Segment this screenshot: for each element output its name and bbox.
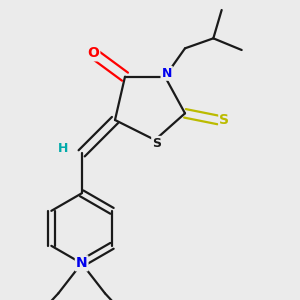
Text: H: H <box>58 142 68 155</box>
Text: N: N <box>161 67 172 80</box>
Text: O: O <box>87 46 99 60</box>
Text: N: N <box>76 256 88 270</box>
Text: S: S <box>152 137 161 150</box>
Text: S: S <box>219 113 229 127</box>
